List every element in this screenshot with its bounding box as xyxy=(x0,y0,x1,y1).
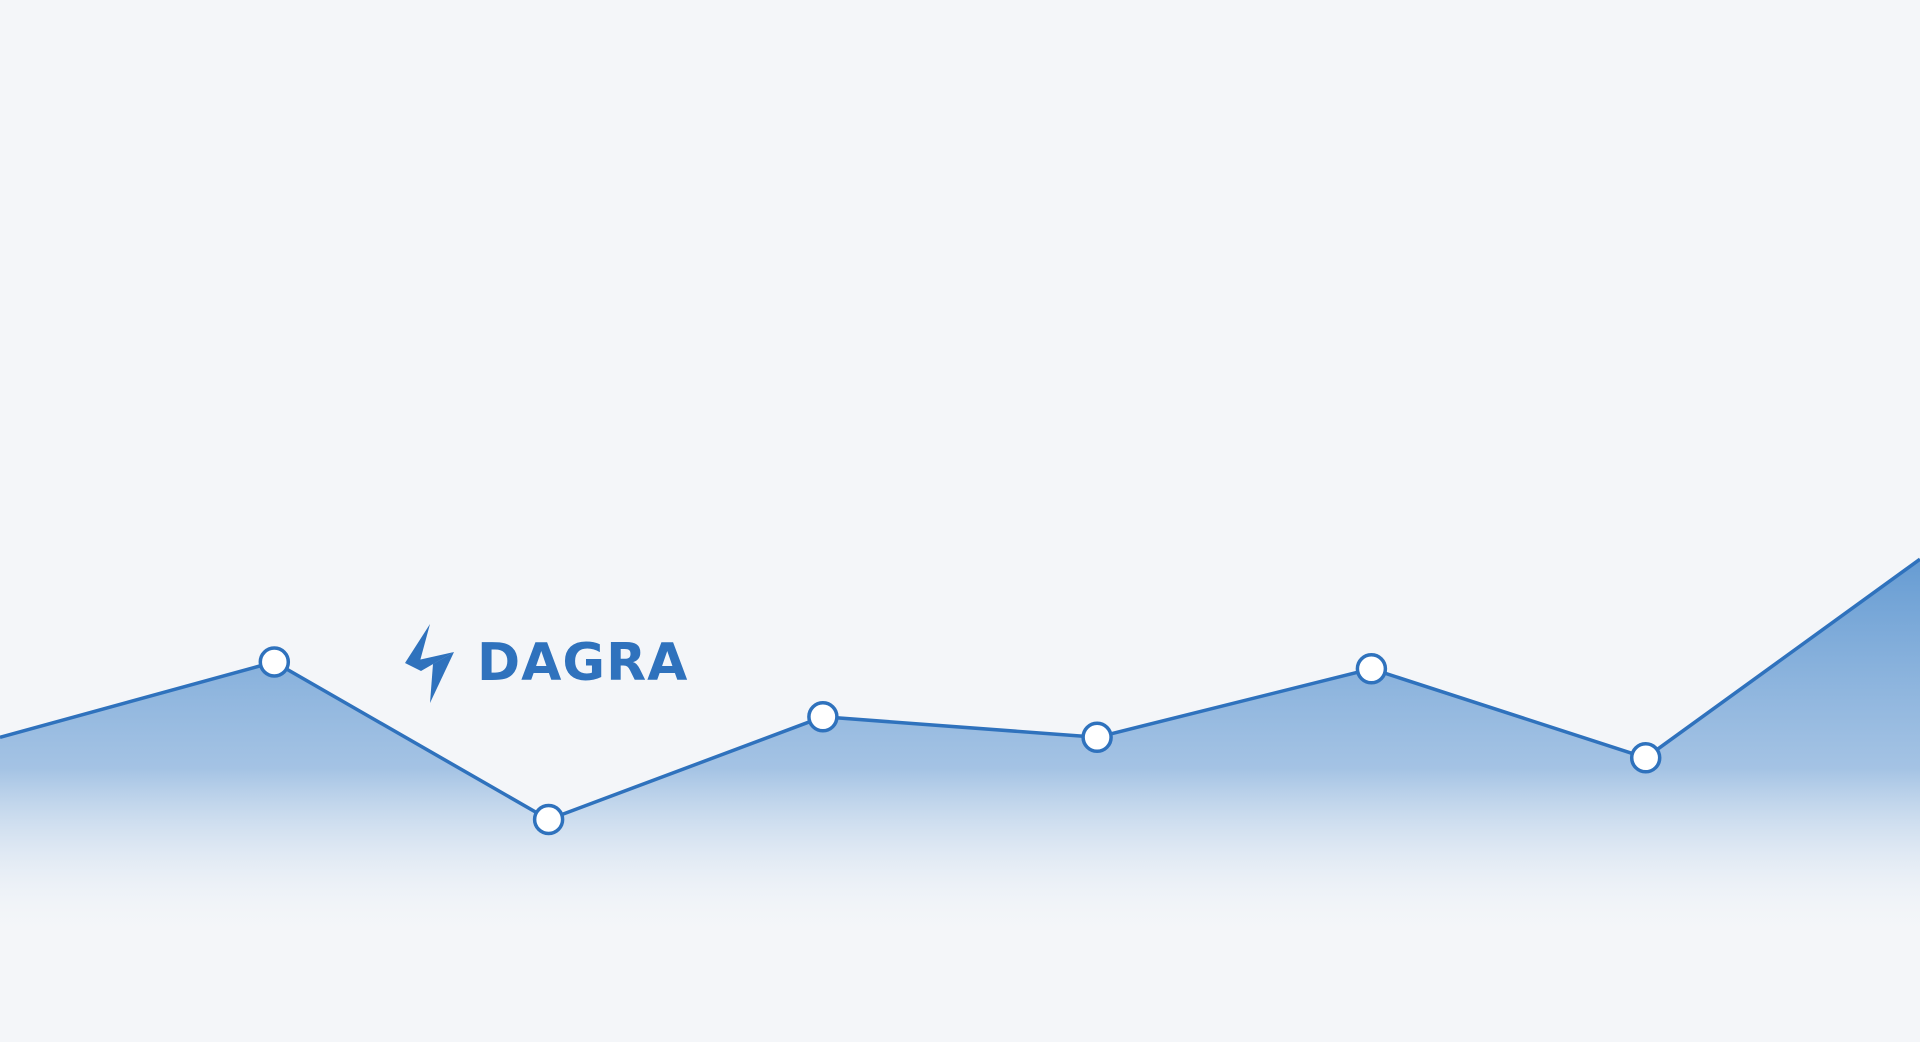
chart-point-2 xyxy=(532,803,565,836)
chart-markers xyxy=(258,646,1662,836)
chart-point-3 xyxy=(807,701,839,733)
chart-point-5 xyxy=(1355,653,1388,685)
chart-point-4 xyxy=(1081,721,1113,754)
chart-point-6 xyxy=(1629,742,1662,774)
lightning-bolt-icon xyxy=(405,624,454,703)
brand-name: DAGRA xyxy=(477,633,689,693)
brand-logo[interactable]: DAGRA xyxy=(402,623,688,703)
chart-series-line xyxy=(0,557,1920,822)
chart-point-1 xyxy=(258,646,291,678)
chart-area-fill xyxy=(0,559,1920,940)
